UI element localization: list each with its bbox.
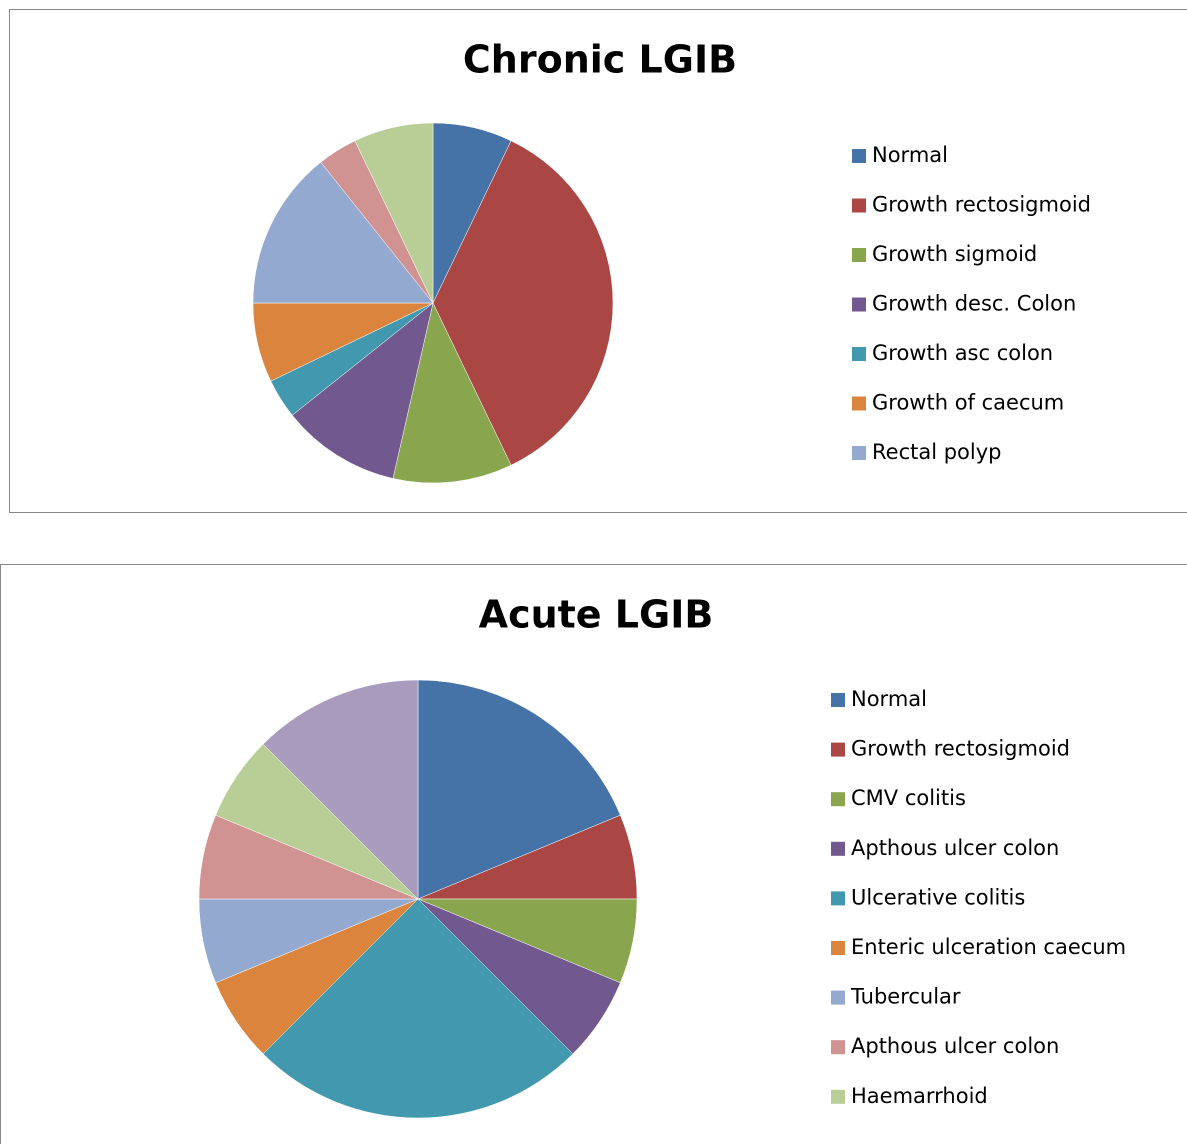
pie-slice (252, 161, 434, 304)
legend-swatch (852, 248, 866, 262)
chart-title: Chronic LGIB (463, 38, 737, 82)
pie-slice (291, 302, 434, 479)
legend-swatch (831, 693, 845, 707)
legend-swatch (831, 1089, 845, 1104)
legend-swatch (852, 446, 866, 460)
legend-swatch (852, 396, 866, 411)
legend-swatch (831, 941, 845, 955)
legend-swatch (831, 990, 845, 1005)
legend-swatch (831, 742, 845, 757)
chart-title: Acute LGIB (479, 593, 714, 637)
legend-swatch (831, 841, 845, 856)
legend-label: Normal (851, 687, 927, 711)
legend-label: Apthous ulcer colon (851, 836, 1059, 860)
legend-label: Rectal polyp (872, 440, 1002, 464)
pie-slice (417, 679, 621, 900)
legend-label: Haemarrhoid (851, 1084, 988, 1108)
pie-slice (262, 679, 419, 900)
legend-label: Normal (872, 143, 948, 167)
legend-label: Apthous ulcer colon (851, 1034, 1059, 1058)
legend-swatch (831, 1040, 845, 1055)
legend-swatch (852, 198, 866, 213)
legend-swatch (831, 891, 845, 906)
legend-swatch (852, 297, 866, 312)
legend-label: Enteric ulceration caecum (851, 935, 1126, 959)
legend-label: Growth of caecum (872, 391, 1064, 415)
legend-label: Tubercular (850, 985, 961, 1009)
legend-label: Growth sigmoid (872, 242, 1037, 266)
pie-slice (432, 140, 614, 466)
legend-swatch (852, 347, 866, 361)
pie-slice (392, 302, 512, 484)
legend-label: Growth rectosigmoid (872, 193, 1091, 217)
legend-label: Ulcerative colitis (851, 885, 1025, 909)
legend-label: CMV colitis (851, 786, 966, 810)
legend-label: Growth rectosigmoid (851, 737, 1070, 761)
pie-slice (262, 898, 574, 1119)
pie-slice (354, 122, 434, 304)
legend-swatch (852, 149, 866, 163)
legend-label: Growth desc. Colon (872, 292, 1076, 316)
legend-swatch (831, 792, 845, 807)
legend-label: Growth asc colon (872, 341, 1053, 365)
